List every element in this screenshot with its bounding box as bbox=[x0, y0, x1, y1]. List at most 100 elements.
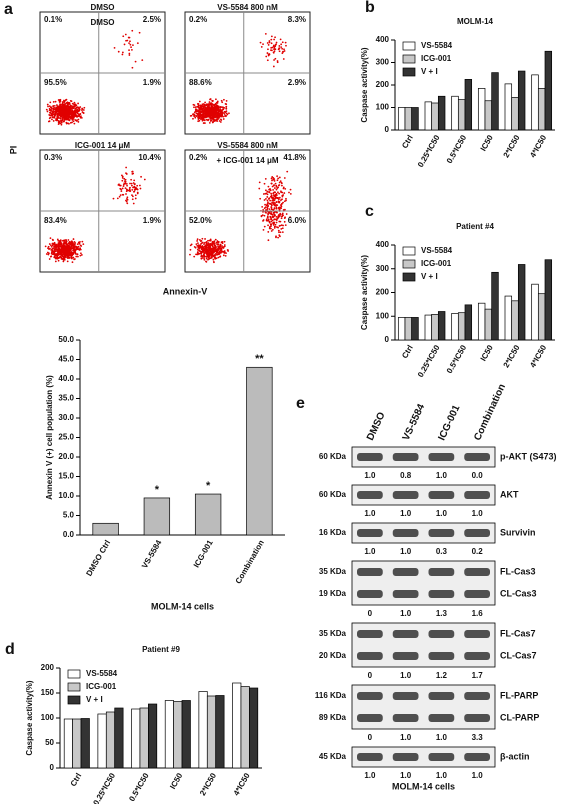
event-dot bbox=[200, 239, 203, 242]
event-dot bbox=[281, 215, 284, 218]
event-dot bbox=[123, 180, 126, 183]
event-dot bbox=[67, 107, 70, 109]
event-dot bbox=[81, 111, 84, 113]
event-dot bbox=[196, 240, 199, 242]
event-dot bbox=[59, 252, 62, 255]
legend-label: VS-5584 bbox=[421, 246, 453, 255]
event-dot bbox=[223, 240, 226, 243]
bar bbox=[437, 311, 446, 341]
event-dot bbox=[66, 111, 69, 114]
event-dot bbox=[57, 253, 60, 256]
bar bbox=[484, 308, 493, 341]
event-dot bbox=[71, 107, 74, 110]
event-dot bbox=[59, 250, 62, 252]
event-dot bbox=[216, 101, 219, 104]
event-dot bbox=[208, 254, 210, 256]
event-dot bbox=[271, 216, 274, 219]
event-dot bbox=[189, 114, 192, 117]
event-dot bbox=[270, 217, 273, 220]
event-dot bbox=[263, 199, 266, 201]
mw-label: 116 KDa bbox=[315, 691, 347, 700]
y-tick-label: 300 bbox=[376, 264, 390, 273]
event-dot bbox=[74, 242, 77, 244]
event-dot bbox=[205, 118, 208, 121]
event-dot bbox=[208, 108, 210, 111]
event-dot bbox=[270, 42, 273, 45]
event-dot bbox=[203, 109, 206, 112]
event-dot bbox=[133, 185, 136, 188]
event-dot bbox=[131, 198, 134, 201]
event-dot bbox=[69, 115, 72, 118]
y-tick-label: 50 bbox=[45, 738, 54, 747]
event-dot bbox=[275, 236, 277, 239]
event-dot bbox=[275, 215, 278, 218]
event-dot bbox=[267, 185, 270, 188]
protein-label: AKT bbox=[500, 489, 519, 499]
bar bbox=[431, 102, 439, 131]
event-dot bbox=[192, 103, 195, 106]
event-dot bbox=[213, 251, 215, 254]
event-dot bbox=[215, 98, 217, 101]
event-dot bbox=[44, 245, 47, 248]
y-tick-label: 10.0 bbox=[58, 491, 74, 500]
y-tick-label: 100 bbox=[376, 311, 390, 320]
event-dot bbox=[222, 254, 225, 257]
event-dot bbox=[49, 237, 52, 240]
band bbox=[428, 453, 455, 461]
chart-title: MOLM-14 bbox=[457, 17, 494, 26]
x-tick-label: 0.5*IC50 bbox=[127, 771, 151, 803]
event-dot bbox=[222, 106, 225, 109]
blot bbox=[351, 622, 496, 668]
event-dot bbox=[222, 247, 225, 249]
bar bbox=[97, 713, 107, 769]
event-dot bbox=[278, 181, 281, 184]
blot bbox=[351, 746, 496, 768]
event-dot bbox=[72, 105, 75, 108]
event-dot bbox=[270, 230, 273, 232]
event-dot bbox=[266, 59, 269, 62]
event-dot bbox=[81, 109, 83, 111]
event-dot bbox=[131, 66, 134, 69]
event-dot bbox=[270, 208, 273, 211]
bar bbox=[411, 107, 419, 131]
y-tick-label: 0 bbox=[385, 335, 390, 344]
event-dot bbox=[67, 249, 70, 252]
event-dot bbox=[129, 182, 131, 185]
event-dot bbox=[57, 259, 60, 262]
x-tick-label: Ctrl bbox=[69, 772, 84, 788]
event-dot bbox=[70, 256, 73, 259]
event-dot bbox=[65, 253, 68, 256]
event-dot bbox=[281, 198, 283, 201]
y-axis-label: PI bbox=[8, 146, 18, 155]
band bbox=[428, 753, 455, 761]
event-dot bbox=[270, 38, 273, 41]
event-dot bbox=[216, 109, 219, 112]
bar bbox=[544, 259, 553, 341]
event-dot bbox=[278, 206, 281, 209]
bar bbox=[249, 687, 259, 769]
event-dot bbox=[279, 224, 282, 227]
event-dot bbox=[280, 217, 283, 220]
event-dot bbox=[65, 121, 68, 124]
bar bbox=[80, 718, 90, 769]
quant: 1.6 bbox=[472, 609, 484, 618]
event-dot bbox=[197, 245, 200, 248]
event-dot bbox=[82, 243, 85, 246]
event-dot bbox=[69, 252, 72, 255]
event-dot bbox=[48, 243, 51, 245]
event-dot bbox=[122, 185, 125, 188]
event-dot bbox=[263, 182, 266, 185]
event-dot bbox=[274, 57, 277, 60]
event-dot bbox=[207, 119, 210, 122]
event-dot bbox=[274, 195, 277, 198]
event-dot bbox=[219, 121, 222, 123]
event-dot bbox=[202, 117, 205, 120]
event-dot bbox=[203, 258, 206, 261]
legend-label: ICG-001 bbox=[86, 682, 117, 691]
band bbox=[392, 714, 419, 722]
event-dot bbox=[275, 221, 278, 224]
event-dot bbox=[228, 112, 230, 115]
event-dot bbox=[56, 246, 59, 248]
event-dot bbox=[62, 247, 65, 249]
